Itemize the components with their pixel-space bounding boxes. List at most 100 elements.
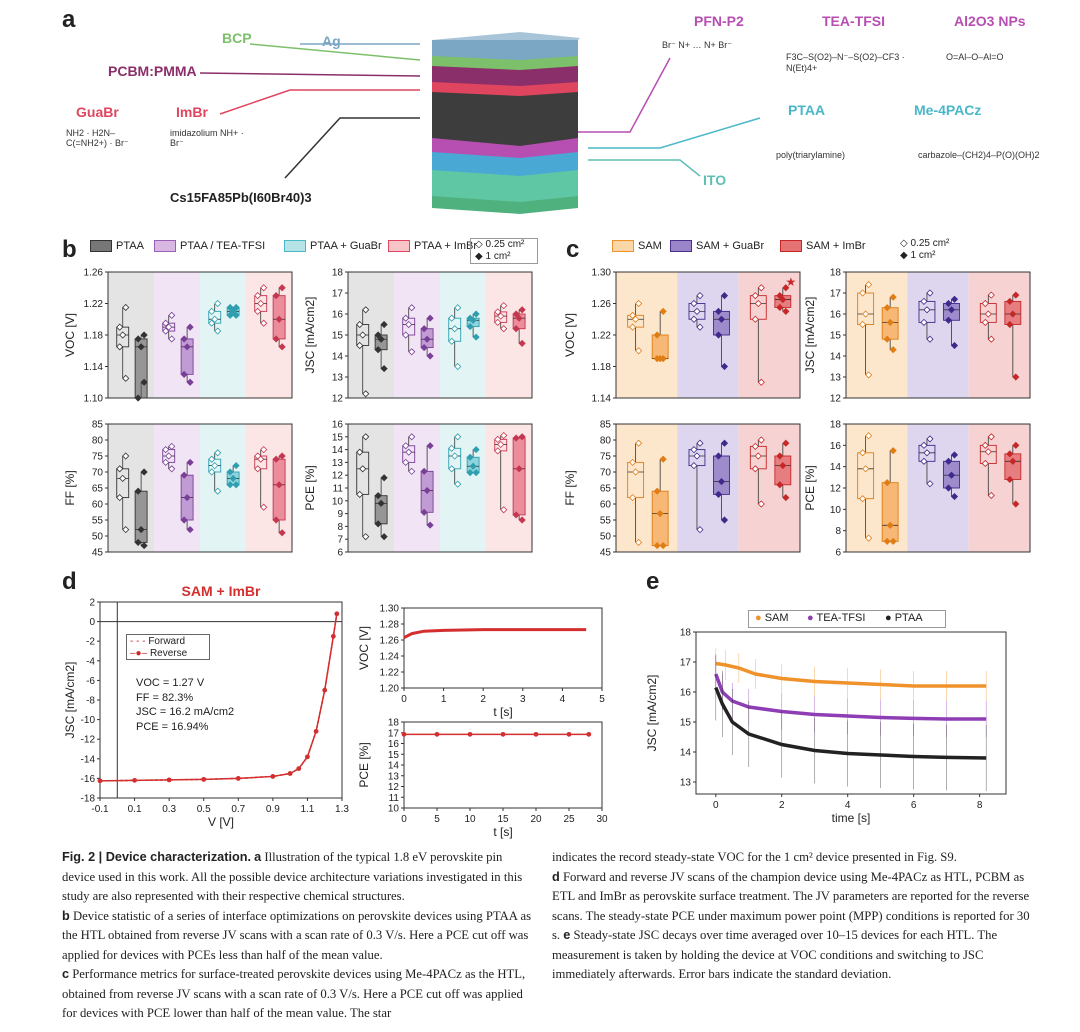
data-point [165, 323, 173, 331]
data-point [696, 439, 704, 447]
data-point [659, 307, 667, 315]
data-point [180, 471, 188, 479]
data-point [211, 462, 219, 470]
data-point [313, 728, 319, 734]
legend-b-size: ◇ 0.25 cm² ◆ 1 cm² [470, 238, 538, 264]
data-point [434, 731, 440, 737]
data-point [659, 542, 667, 550]
layer-ag [432, 40, 578, 60]
data-point [254, 292, 262, 300]
data-point [408, 433, 416, 441]
y-tick-label: 15 [388, 750, 400, 761]
data-point [947, 306, 956, 314]
label-imbr: ImBr [176, 104, 208, 120]
data-point [926, 480, 934, 488]
data-point [229, 307, 237, 315]
label-ptaa: PTAA [788, 102, 826, 118]
data-point [380, 474, 388, 482]
data-point [402, 442, 410, 450]
data-point [720, 516, 729, 524]
data-point [116, 343, 124, 351]
x-tick-label: 2 [480, 694, 486, 705]
label-tea: TEA-TFSI [822, 13, 885, 29]
imbr-connector [219, 89, 420, 115]
data-point [374, 346, 382, 354]
bcp-connector [249, 43, 421, 61]
y-tick-label: 12 [332, 394, 344, 405]
y-tick-label: 45 [92, 548, 104, 559]
data-point [690, 299, 698, 308]
data-point [140, 331, 148, 339]
data-point [920, 441, 928, 449]
data-point [720, 362, 729, 371]
label-me4pacz: Me-4PACz [914, 102, 982, 118]
legend-e-tea: TEA-TFSI [816, 612, 866, 624]
y-tick-label: 1.14 [592, 394, 612, 405]
data-point [500, 731, 506, 737]
series-line [403, 628, 587, 639]
label-guabr: GuaBr [76, 104, 119, 120]
caption-e-label: e [563, 928, 571, 942]
y-axis-label: PCE [%] [357, 742, 371, 787]
legend-b-large-text: 1 cm² [485, 251, 511, 262]
data-point [696, 292, 704, 300]
layer-substrate [432, 196, 578, 214]
me4pacz-structure: carbazole–(CH2)4–P(O)(OH)2 [918, 150, 1040, 160]
plot-frame [403, 607, 603, 689]
data-point [635, 538, 643, 546]
data-point [920, 297, 928, 305]
y-tick-label: 10 [388, 804, 400, 815]
data-point [889, 346, 897, 354]
layer-passivation [432, 82, 578, 96]
data-point [260, 503, 268, 511]
y-axis-label: PCE [%] [303, 465, 317, 510]
data-point [950, 295, 959, 303]
legend-e-ptaa: PTAA [894, 612, 923, 624]
data-point [500, 325, 508, 333]
panel-label-e: e [646, 568, 660, 595]
data-point [944, 484, 953, 492]
data-point [162, 458, 170, 466]
data-point [923, 306, 931, 314]
chart-e-jsc: 0 2 4 6 8 13 14 15 16 17 18 time [s] JSC [mA/cm2] [645, 628, 1007, 825]
y-axis-label: JSC [mA/cm2] [303, 297, 317, 374]
y-tick-label: 45 [600, 548, 612, 559]
box-iqr [713, 310, 730, 336]
data-point [886, 521, 894, 529]
caption-b-text: Device statistic of a series of interfac… [62, 908, 532, 962]
data-point [448, 465, 456, 473]
y-tick-label: 75 [92, 452, 104, 463]
data-point [886, 318, 894, 326]
data-point [272, 516, 280, 524]
caption-b-label: b [62, 908, 70, 923]
y-tick-label: 13 [830, 373, 842, 384]
data-point [632, 315, 640, 323]
data-point [757, 284, 765, 292]
data-point [1012, 291, 1020, 299]
data-point [757, 378, 765, 386]
data-point [134, 394, 142, 402]
data-point [260, 319, 268, 327]
legend-forward-text: Forward [148, 636, 186, 647]
data-point [362, 533, 370, 541]
data-point [981, 299, 989, 308]
data-point [865, 432, 873, 440]
data-point [515, 314, 523, 322]
box-iqr [881, 482, 899, 542]
data-point [232, 303, 240, 312]
data-point [776, 292, 784, 300]
pfn-structure: Br⁻ N+ … N+ Br⁻ [662, 40, 733, 50]
data-point [714, 452, 723, 460]
data-point [1009, 310, 1017, 318]
box-iqr [1004, 453, 1022, 480]
data-point [926, 335, 934, 343]
caption-a-label: a [254, 850, 262, 864]
chart-d-voc: 0 1 2 3 4 5 1.20 1.22 1.24 1.26 1.28 1.30 t [s] VOC [… [357, 604, 605, 720]
y-axis-label: PCE [%] [803, 465, 817, 510]
x-tick-label: -0.1 [91, 804, 109, 815]
group-background [738, 424, 800, 552]
chart-c-pce: 6 8 10 12 14 16 18 PCE [%] [803, 420, 1031, 559]
data-point [944, 299, 953, 308]
data-point [362, 306, 370, 314]
